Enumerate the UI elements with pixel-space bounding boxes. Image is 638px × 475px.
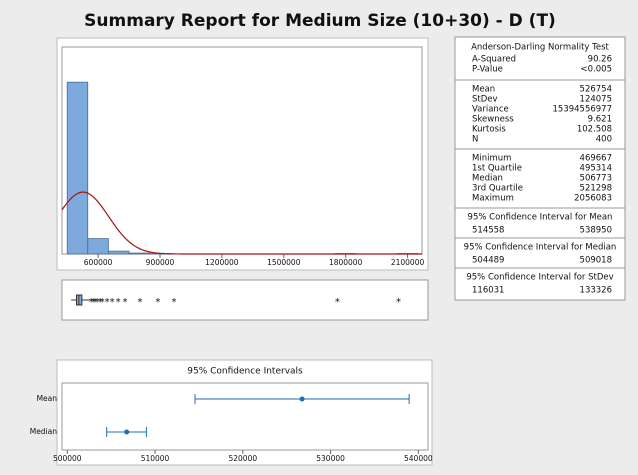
table-text: 133326 — [580, 286, 612, 296]
table-text: 2056083 — [574, 194, 612, 204]
y-tick-label: Median — [30, 427, 58, 436]
histogram-bar — [66, 81, 89, 255]
table-text: Median — [472, 174, 503, 184]
table-text: P-Value — [472, 65, 503, 75]
x-tick-label: 600000 — [84, 258, 113, 267]
x-tick-label: 520000 — [228, 454, 257, 463]
histogram-plot — [61, 46, 423, 255]
table-text: 504489 — [472, 256, 504, 266]
x-tick-label: 500000 — [53, 454, 82, 463]
x-tick-label: 900000 — [146, 258, 175, 267]
table-text: A-Squared — [472, 55, 516, 65]
table-text: <0.005 — [581, 65, 612, 75]
table-text: 90.26 — [588, 55, 612, 65]
x-tick-label: 540000 — [404, 454, 433, 463]
x-tick-label: 1800000 — [329, 258, 363, 267]
table-text: 506773 — [580, 174, 612, 184]
table-text: 116031 — [472, 286, 504, 296]
table-text: 526754 — [580, 85, 612, 95]
y-tick-label: Mean — [37, 394, 58, 403]
table-text: Anderson-Darling Normality Test — [471, 43, 609, 53]
outlier: * — [100, 297, 105, 308]
x-tick-label: 1500000 — [267, 258, 301, 267]
histogram-bar — [128, 252, 151, 255]
table-text: Variance — [472, 105, 509, 115]
table-text: 9.621 — [588, 115, 612, 125]
table-text: 95% Confidence Interval for StDev — [466, 273, 613, 283]
table-text: 538950 — [580, 226, 612, 236]
table-text: Mean — [472, 85, 495, 95]
report-title: Summary Report for Medium Size (10+30) -… — [84, 11, 556, 31]
table-text: 124075 — [580, 95, 612, 105]
outlier: * — [98, 297, 103, 308]
x-tick-label: 530000 — [316, 454, 345, 463]
outlier: * — [335, 297, 340, 308]
table-text: 3rd Quartile — [472, 184, 523, 194]
interval-plot — [61, 382, 429, 451]
histogram-bar — [87, 238, 109, 255]
interval-point — [299, 396, 305, 402]
table-text: StDev — [472, 95, 498, 105]
x-tick-label: 2100000 — [391, 258, 425, 267]
outlier: * — [105, 297, 110, 308]
boxplot-panel — [61, 279, 429, 321]
table-text: 95% Confidence Interval for Median — [464, 243, 617, 253]
outlier: * — [396, 297, 401, 308]
outlier: * — [155, 297, 160, 308]
table-text: 15394556977 — [553, 105, 613, 115]
outlier: * — [89, 297, 94, 308]
table-text: Minimum — [472, 154, 511, 164]
table-text: N — [472, 135, 478, 145]
outlier: * — [93, 297, 98, 308]
table-text: 1st Quartile — [472, 164, 522, 174]
outlier: * — [137, 297, 142, 308]
outlier: * — [123, 297, 128, 308]
x-tick-label: 1200000 — [205, 258, 239, 267]
interval-title: 95% Confidence Intervals — [187, 367, 303, 377]
table-text: 469667 — [580, 154, 612, 164]
histogram-bar — [108, 250, 130, 255]
table-text: 102.508 — [577, 125, 612, 135]
table-text: 400 — [596, 135, 612, 145]
stats-table — [454, 36, 626, 301]
table-text: Skewness — [472, 115, 514, 125]
table-text: 509018 — [580, 256, 612, 266]
outlier: * — [116, 297, 121, 308]
outlier: * — [171, 297, 176, 308]
interval-point — [124, 429, 130, 435]
table-text: Kurtosis — [472, 125, 506, 135]
normal-fit-curve — [61, 191, 422, 255]
table-text: 514558 — [472, 226, 504, 236]
table-text: 95% Confidence Interval for Mean — [468, 213, 613, 223]
outlier: * — [110, 297, 115, 308]
table-text: Maximum — [472, 194, 514, 204]
outlier: * — [91, 297, 96, 308]
table-text: 521298 — [580, 184, 612, 194]
x-tick-label: 510000 — [141, 454, 170, 463]
outlier: * — [95, 297, 100, 308]
table-text: 495314 — [580, 164, 612, 174]
